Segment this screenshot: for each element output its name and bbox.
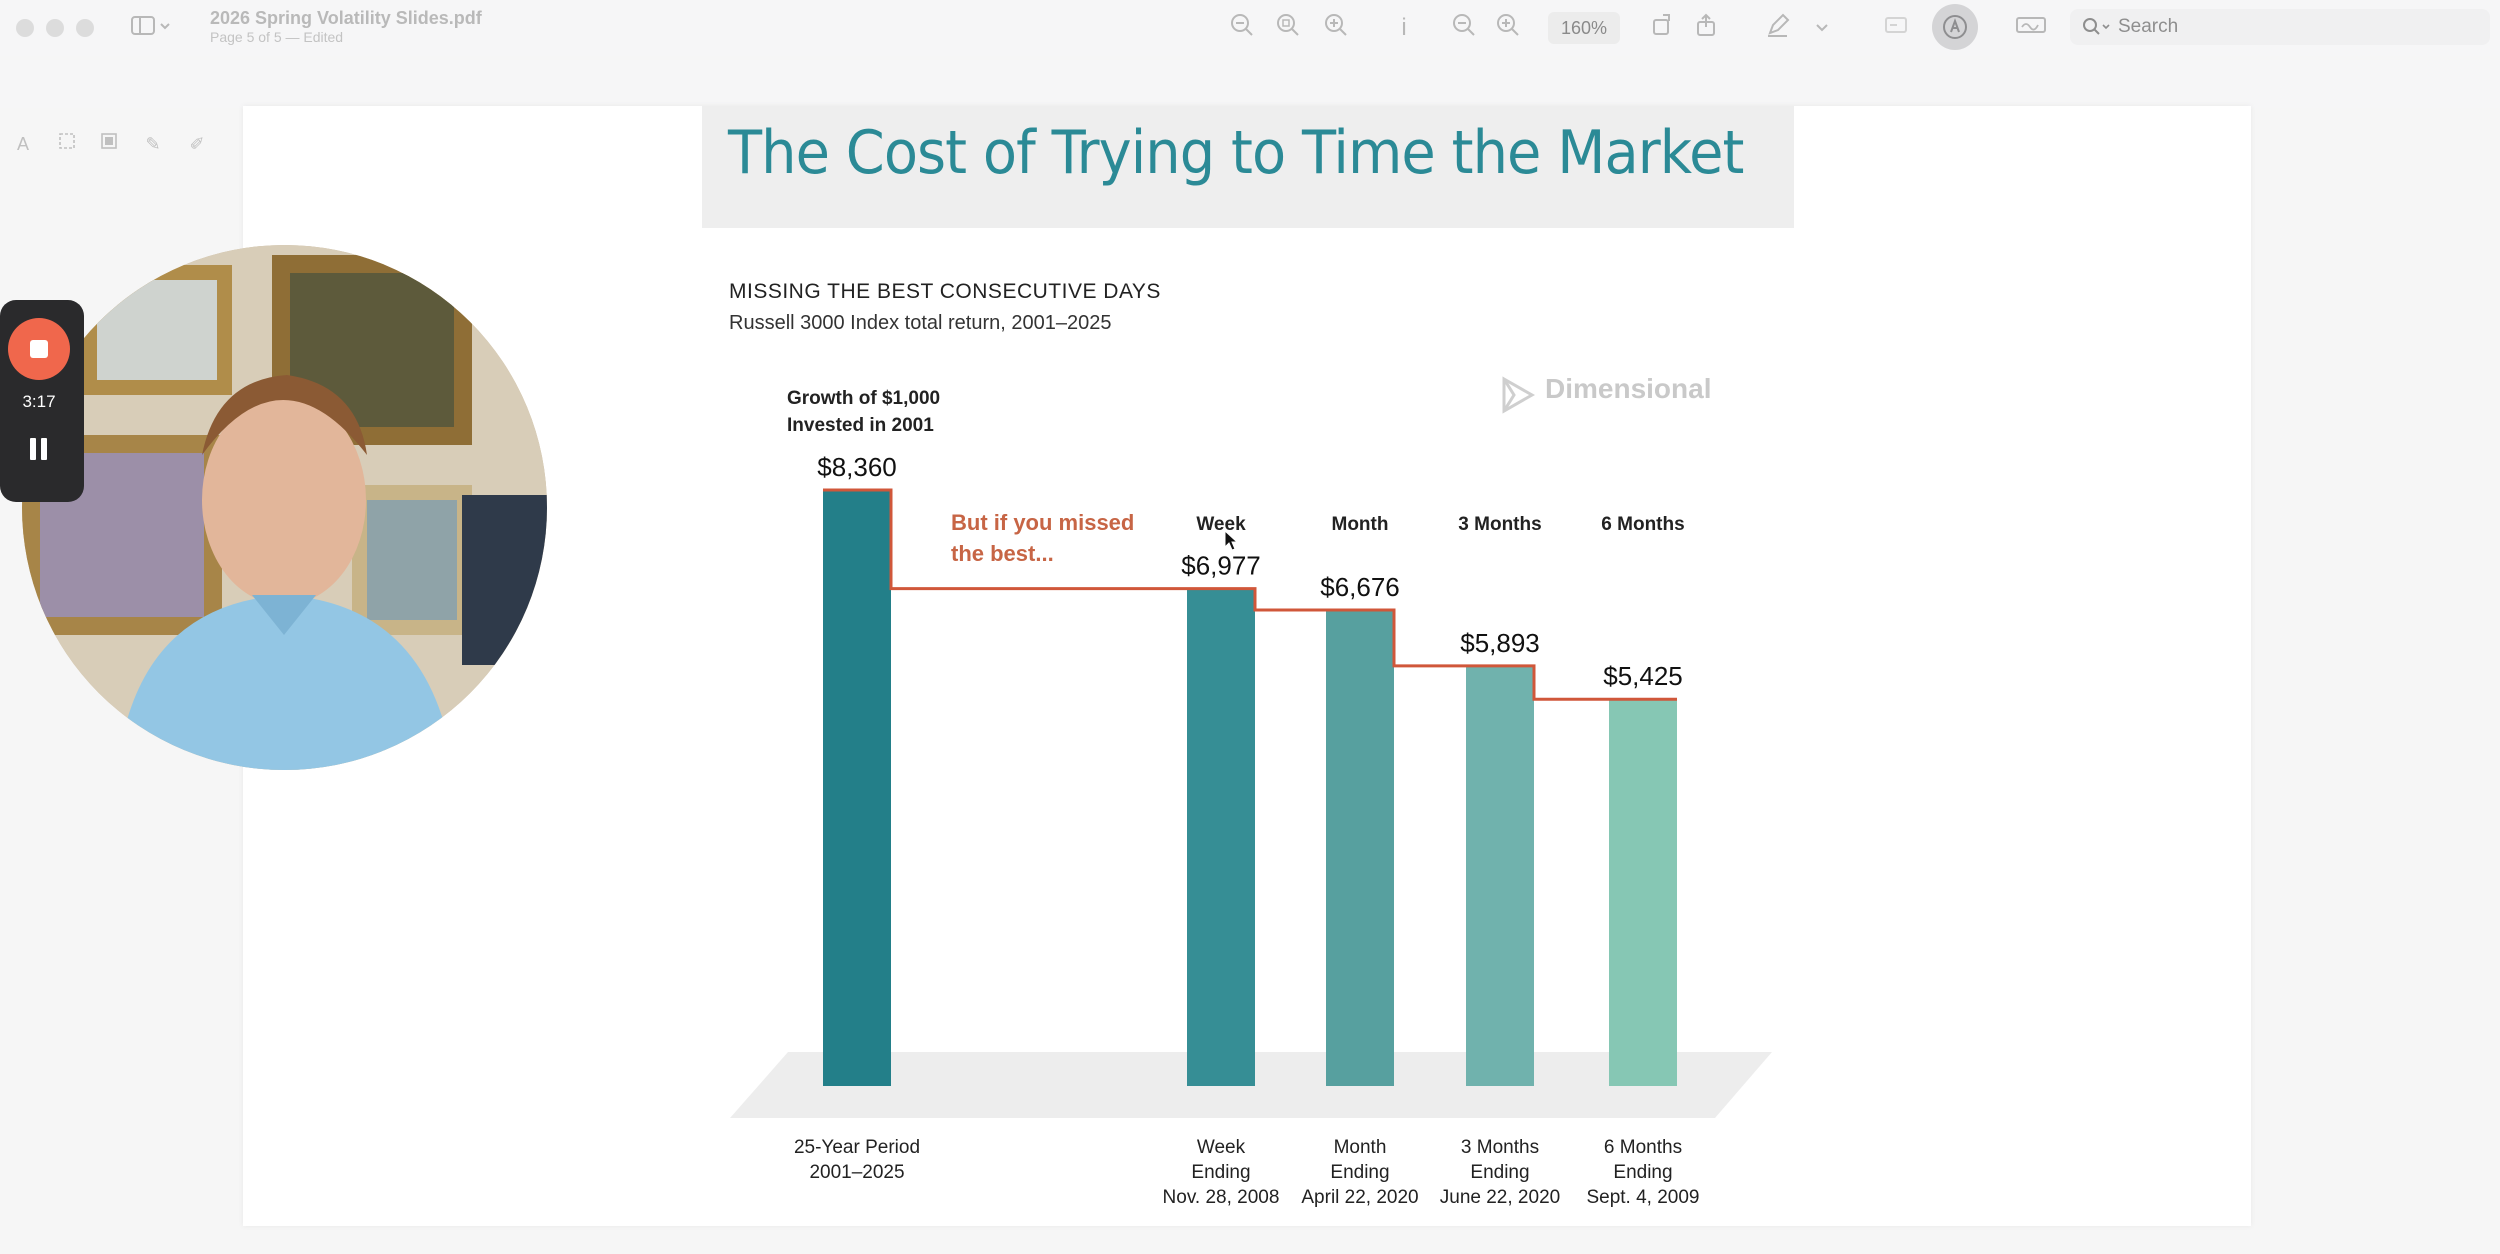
category-label-4-2: Sept. 4, 2009 — [1586, 1187, 1699, 1208]
form-filling-icon[interactable] — [1880, 12, 1912, 44]
zoom-out-small-icon[interactable] — [1448, 12, 1480, 44]
recording-elapsed-time: 3:17 — [22, 392, 56, 411]
category-label-3-1: Ending — [1470, 1162, 1529, 1183]
signature-icon[interactable] — [2012, 12, 2052, 44]
markup-toolbar-toggle[interactable] — [1932, 4, 1978, 50]
bar-3 — [1466, 665, 1534, 1086]
document-title[interactable]: 2026 Spring Volatility Slides.pdf — [210, 8, 482, 28]
bar-0 — [823, 490, 891, 1086]
pause-recording-button[interactable] — [30, 438, 48, 460]
slide-title: The Cost of Trying to Time the Market — [728, 118, 1744, 188]
bar-1 — [1187, 588, 1255, 1086]
sketch-icon[interactable]: ✎ — [145, 134, 161, 154]
close-window-button[interactable] — [16, 19, 34, 37]
bar-header-3: 3 Months — [1458, 514, 1541, 535]
bar-2 — [1326, 610, 1394, 1086]
highlight-menu-chevron-icon[interactable] — [1808, 12, 1836, 44]
category-label-1-2: Nov. 28, 2008 — [1163, 1187, 1280, 1208]
webcam-video-image — [22, 245, 547, 770]
stop-recording-button[interactable] — [8, 318, 70, 380]
category-label-3-2: June 22, 2020 — [1440, 1187, 1560, 1208]
missed-days-step-line — [823, 488, 1677, 701]
category-label-4-1: Ending — [1613, 1162, 1672, 1183]
bar-value-label-3: $5,893 — [1460, 628, 1540, 658]
zoom-in-small-icon[interactable] — [1492, 12, 1524, 44]
bar-4 — [1609, 699, 1677, 1086]
category-label-1-0: Week — [1197, 1137, 1246, 1158]
bar-value-label-1: $6,977 — [1181, 551, 1261, 581]
zoom-out-icon[interactable] — [1226, 12, 1258, 44]
category-label-2-1: Ending — [1330, 1162, 1389, 1183]
document-subtitle: Page 5 of 5 — Edited — [210, 29, 344, 45]
redact-icon[interactable] — [96, 132, 122, 156]
bar-value-label-4: $5,425 — [1603, 661, 1683, 691]
text-selection-icon[interactable]: A — [16, 134, 29, 154]
missed-best-annotation-line1: But if you missed — [951, 510, 1134, 535]
category-label-4-0: 6 Months — [1604, 1137, 1682, 1158]
growth-label-line1: Growth of $1,000 — [787, 388, 940, 409]
minimize-window-button[interactable] — [46, 19, 64, 37]
category-label-2-2: April 22, 2020 — [1301, 1187, 1418, 1208]
dimensional-logo-text: Dimensional — [1545, 373, 1712, 404]
search-placeholder: Search — [2118, 16, 2179, 37]
category-label-2-0: Month — [1334, 1137, 1387, 1158]
rotate-icon[interactable] — [1646, 12, 1678, 44]
webcam-overlay[interactable] — [22, 245, 547, 770]
title-bar: 2026 Spring Volatility Slides.pdf Page 5… — [0, 0, 2500, 56]
zoom-in-icon[interactable] — [1320, 12, 1352, 44]
bar-header-1: Week — [1196, 514, 1246, 535]
slide-title-band — [702, 106, 1794, 228]
search-field[interactable]: Search — [2070, 9, 2490, 45]
chart-section-heading: MISSING THE BEST CONSECUTIVE DAYS — [729, 280, 1161, 303]
bar-header-2: Month — [1332, 514, 1389, 535]
mouse-cursor-icon — [1224, 530, 1239, 551]
markup-toolbar: A ✎ ✐ ⧉ A ✍ ☰ ▢ ⌄ Aa — [0, 60, 2500, 154]
category-label-0-0: 25-Year Period — [794, 1137, 920, 1158]
dimensional-logo-icon — [1502, 376, 1536, 414]
chart-section-subheading: Russell 3000 Index total return, 2001–20… — [729, 312, 1112, 334]
sidebar-toggle-icon[interactable] — [128, 12, 176, 44]
bar-header-4: 6 Months — [1601, 514, 1684, 535]
zoom-level-field[interactable]: 160% — [1548, 12, 1620, 44]
category-label-3-0: 3 Months — [1461, 1137, 1539, 1158]
zoom-to-fit-icon[interactable] — [1272, 12, 1304, 44]
rect-selection-icon[interactable] — [54, 132, 80, 156]
missed-best-annotation-line2: the best... — [951, 541, 1054, 566]
highlight-pen-icon[interactable] — [1762, 12, 1794, 44]
category-label-1-1: Ending — [1191, 1162, 1250, 1183]
growth-label-line2: Invested in 2001 — [787, 415, 934, 436]
share-icon[interactable] — [1690, 12, 1722, 44]
fullscreen-window-button[interactable] — [76, 19, 94, 37]
search-icon — [2083, 18, 2110, 35]
category-label-0-1: 2001–2025 — [809, 1162, 904, 1183]
info-icon[interactable]: i — [1401, 14, 1407, 41]
bar-value-label-2: $6,676 — [1320, 572, 1400, 602]
bar-value-label-0: $8,360 — [817, 452, 897, 482]
draw-icon[interactable]: ✐ — [189, 134, 205, 154]
